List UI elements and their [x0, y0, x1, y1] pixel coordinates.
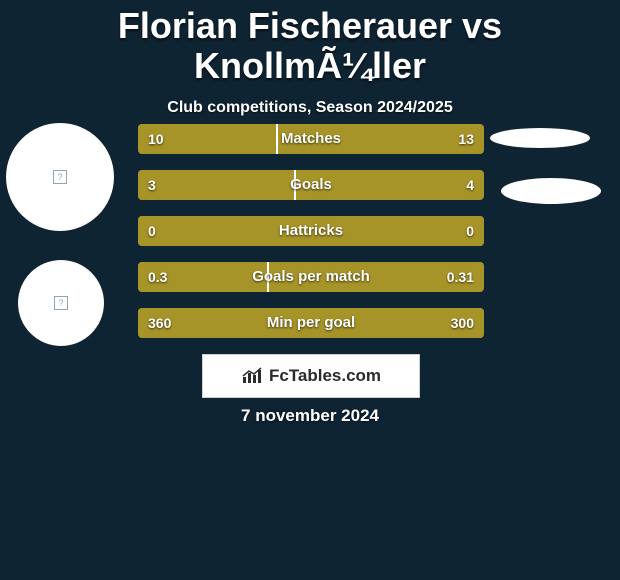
player1-avatar-circle: ?: [6, 123, 114, 231]
player1-club-circle: ?: [18, 260, 104, 346]
stat-row: 00Hattricks: [138, 216, 484, 246]
stat-row: 360300Min per goal: [138, 308, 484, 338]
stat-label: Matches: [138, 124, 484, 154]
stat-row: 0.30.31Goals per match: [138, 262, 484, 292]
player2-club-oval: [501, 178, 601, 204]
bar-chart-icon: [241, 367, 263, 385]
stat-label: Goals: [138, 170, 484, 200]
image-placeholder-icon: ?: [54, 296, 68, 310]
stat-label: Goals per match: [138, 262, 484, 292]
page-subtitle: Club competitions, Season 2024/2025: [0, 99, 620, 117]
page-title: Florian Fischerauer vs KnollmÃ¼ller: [0, 0, 620, 85]
stat-row: 34Goals: [138, 170, 484, 200]
image-placeholder-icon: ?: [53, 170, 67, 184]
brand-badge: FcTables.com: [202, 354, 420, 398]
stat-label: Min per goal: [138, 308, 484, 338]
stat-row: 1013Matches: [138, 124, 484, 154]
generated-date: 7 november 2024: [0, 406, 620, 426]
stat-bars: 1013Matches 34Goals 00Hattricks 0.30.31Goal…: [138, 124, 484, 354]
comparison-infographic: Florian Fischerauer vs KnollmÃ¼ller Club…: [0, 0, 620, 580]
brand-text: FcTables.com: [269, 366, 381, 386]
stat-label: Hattricks: [138, 216, 484, 246]
player2-avatar-oval: [490, 128, 590, 148]
